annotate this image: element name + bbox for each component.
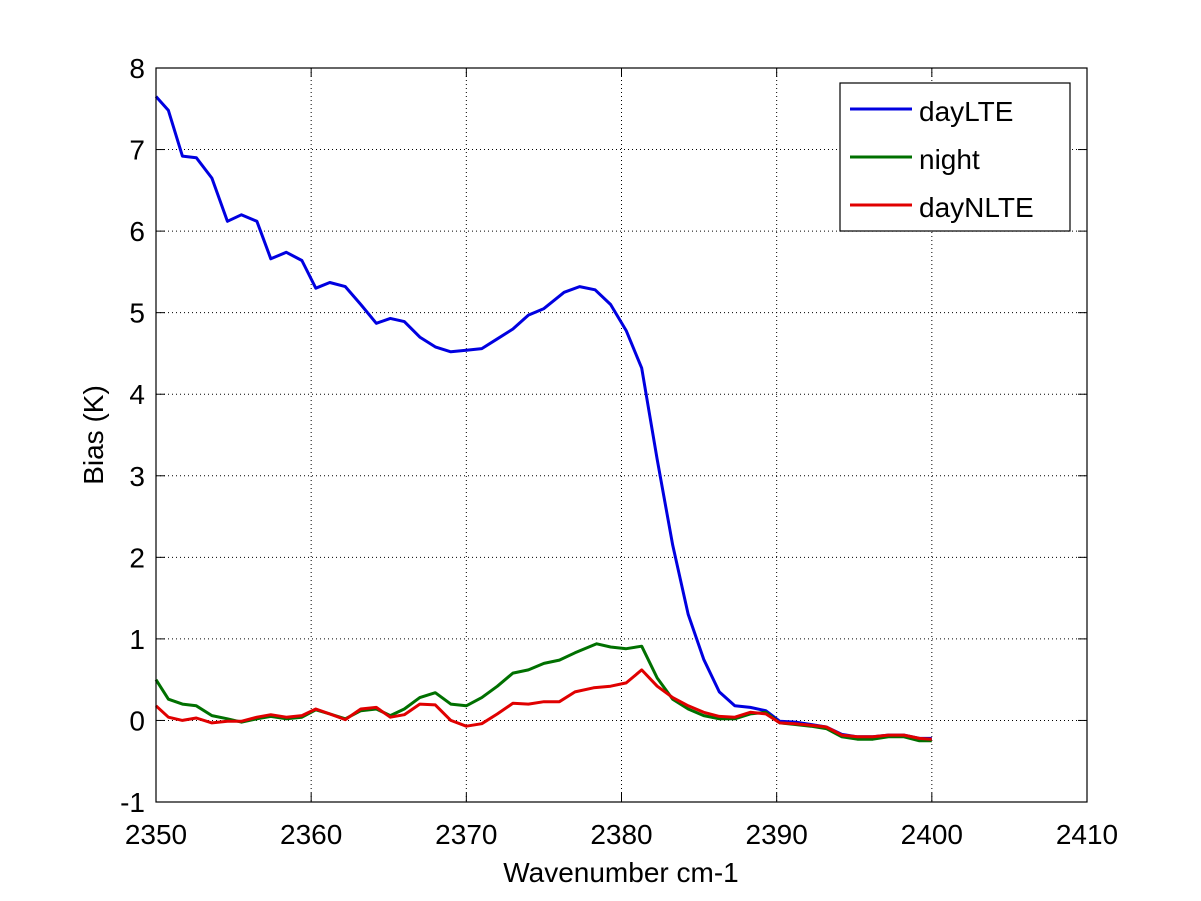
legend-label-dayLTE: dayLTE [919, 96, 1013, 127]
x-tick-label: 2380 [590, 819, 652, 850]
legend-label-night: night [919, 144, 980, 175]
x-tick-label: 2390 [746, 819, 808, 850]
y-tick-label: 3 [129, 461, 145, 492]
y-tick-label: 1 [129, 624, 145, 655]
x-tick-label: 2370 [435, 819, 497, 850]
x-tick-label: 2360 [280, 819, 342, 850]
y-tick-label: -1 [120, 787, 145, 818]
ticks [155, 67, 1088, 803]
series-line-dayNLTE [154, 668, 932, 741]
legend-label-dayNLTE: dayNLTE [919, 192, 1034, 223]
y-tick-label: 5 [129, 298, 145, 329]
y-tick-label: 8 [129, 53, 145, 84]
y-tick-label: 6 [129, 216, 145, 247]
series-lines [154, 95, 932, 743]
x-axis-label: Wavenumber cm-1 [503, 857, 738, 888]
y-tick-labels: -1 0 1 2 3 4 5 6 7 8 [120, 53, 145, 818]
x-tick-labels: 2350 2360 2370 2380 2390 2400 2410 [125, 819, 1118, 850]
y-tick-label: 2 [129, 542, 145, 573]
legend: dayLTE night dayNLTE [839, 82, 1071, 232]
x-tick-label: 2400 [901, 819, 963, 850]
y-tick-label: 4 [129, 379, 145, 410]
y-axis-label: Bias (K) [78, 385, 109, 485]
y-tick-label: 0 [129, 705, 145, 736]
y-tick-label: 7 [129, 135, 145, 166]
x-tick-label: 2410 [1056, 819, 1118, 850]
x-tick-label: 2350 [125, 819, 187, 850]
